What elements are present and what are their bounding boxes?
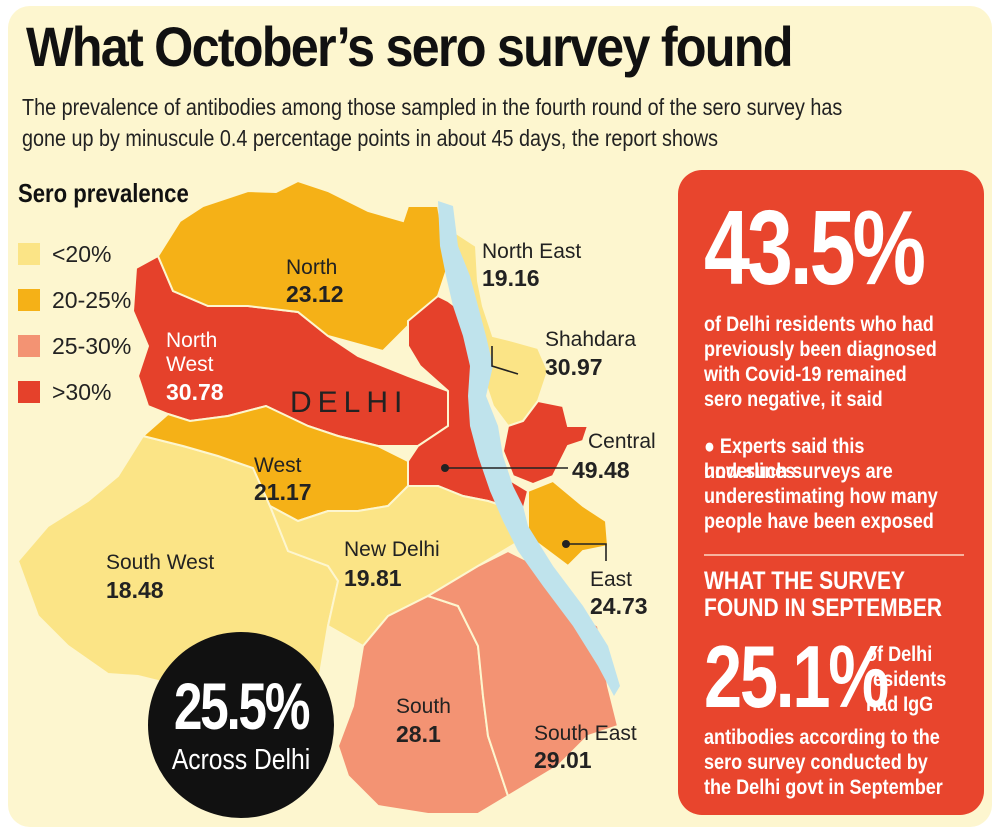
september-side-text-1: of Delhi [866, 643, 933, 666]
seronegative-text-3: with Covid-19 remained [704, 363, 907, 386]
page-subtitle: The prevalence of antibodies among those… [22, 94, 843, 151]
september-text-2: sero survey conducted by [704, 751, 928, 774]
label-north-east-value: 19.16 [482, 265, 540, 291]
seronegative-value: 43.5% [704, 189, 926, 307]
label-north-west-name-2: West [166, 353, 214, 376]
experts-bullet-2: how such surveys are [704, 460, 893, 483]
central-leader-dot [441, 464, 449, 472]
label-west-name: West [254, 454, 302, 477]
yamuna-river [438, 201, 620, 696]
experts-bullet-3: underestimating how many [704, 485, 938, 508]
september-value: 25.1% [704, 627, 889, 726]
september-heading-1: WHAT THE SURVEY [704, 567, 906, 595]
legend-item: 20-25% [18, 277, 131, 323]
label-shahdara-name: Shahdara [545, 328, 636, 351]
legend-title: Sero prevalence [18, 178, 189, 208]
experts-bullet-1: ● Experts said this underlines [704, 435, 865, 483]
district-shahdara[interactable] [501, 399, 590, 486]
legend-item: <20% [18, 231, 131, 277]
seronegative-text-1: of Delhi residents who had [704, 313, 934, 336]
september-side-text-2: residents [866, 668, 947, 691]
label-south-west-value: 18.48 [106, 577, 164, 603]
label-shahdara-value: 30.97 [545, 354, 603, 380]
label-north-west-name-1: North [166, 329, 217, 352]
label-south-west-name: South West [106, 551, 214, 574]
east-leader-dot [562, 540, 570, 548]
legend-label: 20-25% [52, 286, 132, 313]
panel-divider [704, 554, 964, 556]
september-side-text-3: had IgG [866, 693, 934, 716]
legend-label: 25-30% [52, 332, 132, 359]
label-east-value: 24.73 [590, 593, 648, 619]
delhi-district-map: DELHI North 23.12 North West 30.78 North… [16, 179, 656, 815]
label-south-east-value: 29.01 [534, 747, 592, 773]
district-north[interactable] [156, 179, 450, 353]
city-label: DELHI [290, 386, 408, 419]
delhi-average-badge: 25.5% Across Delhi [148, 632, 334, 818]
north-east-leader-line [491, 346, 519, 375]
label-south-name: South [396, 695, 451, 718]
label-central-value: 49.48 [572, 457, 630, 483]
september-text-3: the Delhi govt in September [704, 776, 943, 799]
page-title: What October’s sero survey found [26, 15, 794, 78]
legend-swatch [18, 243, 40, 265]
label-east-name: East [590, 568, 632, 591]
label-south-value: 28.1 [396, 721, 441, 747]
legend-swatch [18, 381, 40, 403]
east-leader-line [566, 543, 607, 561]
experts-bullet-4: people have been exposed [704, 510, 934, 533]
september-text-1: antibodies according to the [704, 726, 940, 749]
label-central-name: Central [588, 430, 656, 453]
label-new-delhi-value: 19.81 [344, 565, 402, 591]
legend-swatch [18, 289, 40, 311]
delhi-average-label: Across Delhi [171, 744, 311, 776]
label-new-delhi-name: New Delhi [344, 538, 440, 561]
label-west-value: 21.17 [254, 479, 312, 505]
delhi-average-value: 25.5% [173, 669, 311, 743]
infographic-card: What October’s sero survey found The pre… [8, 6, 992, 827]
seronegative-text-4: sero negative, it said [704, 388, 883, 411]
legend-item: 25-30% [18, 323, 131, 369]
label-south-east-name: South East [534, 722, 637, 745]
legend: <20% 20-25% 25-30% >30% [18, 231, 131, 415]
legend-label: >30% [52, 378, 112, 405]
label-north-name: North [286, 256, 337, 279]
seronegative-text-2: previously been diagnosed [704, 338, 937, 361]
september-heading-2: FOUND IN SEPTEMBER [704, 594, 943, 622]
legend-item: >30% [18, 369, 131, 415]
findings-panel: 43.5% of Delhi residents who had previou… [678, 170, 984, 815]
label-north-west-value: 30.78 [166, 379, 224, 405]
legend-swatch [18, 335, 40, 357]
legend-label: <20% [52, 240, 112, 267]
label-north-east-name: North East [482, 240, 581, 263]
label-north-value: 23.12 [286, 281, 344, 307]
